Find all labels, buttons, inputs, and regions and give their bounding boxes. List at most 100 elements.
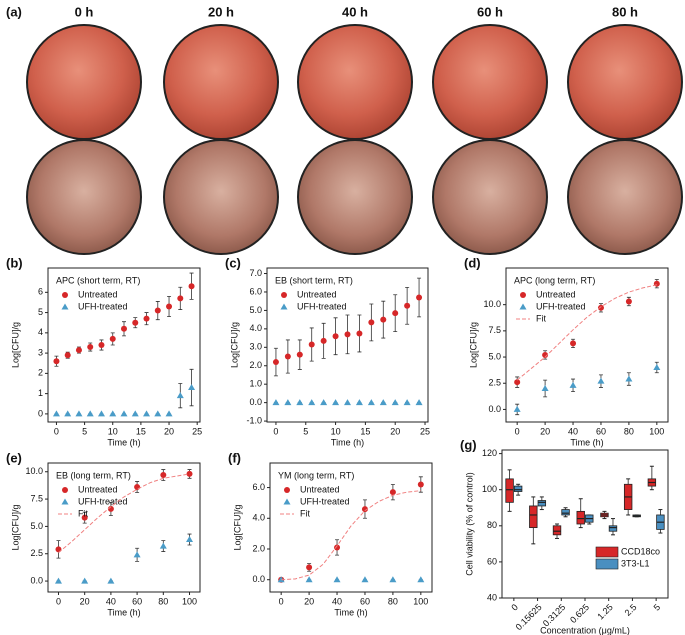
x-tick-label: 0.625 xyxy=(568,602,591,625)
y-tick-label: 10.0 xyxy=(25,466,43,476)
legend-swatch xyxy=(595,546,619,558)
marker xyxy=(361,576,369,583)
legend-label: CCD18co xyxy=(621,546,660,556)
marker xyxy=(380,316,387,323)
legend-label: Untreated xyxy=(78,289,118,299)
time-label: 80 h xyxy=(612,4,638,19)
marker xyxy=(308,341,315,348)
marker xyxy=(368,319,375,326)
marker xyxy=(272,399,280,406)
y-tick-label: 0 xyxy=(38,408,43,418)
marker xyxy=(296,399,304,406)
photo xyxy=(567,139,683,255)
x-tick-label: 0 xyxy=(54,426,59,436)
y-tick-label: 7.0 xyxy=(249,268,262,278)
legend-label: Fit xyxy=(536,313,546,323)
x-tick-label: 10 xyxy=(108,426,118,436)
box xyxy=(576,510,585,525)
marker xyxy=(143,410,151,417)
marker xyxy=(415,399,423,406)
y-tick-label: 7.5 xyxy=(488,325,501,335)
marker xyxy=(177,295,184,302)
photos xyxy=(26,24,683,255)
y-tick-label: 60 xyxy=(487,556,497,566)
box xyxy=(608,525,618,532)
x-tick-label: 80 xyxy=(388,596,398,606)
y-axis-label: Cell viability (% of control) xyxy=(464,472,474,576)
marker xyxy=(541,384,549,391)
y-tick-label: 5.0 xyxy=(249,305,262,315)
marker xyxy=(121,325,127,332)
panel-label: (d) xyxy=(464,255,481,270)
y-tick-label: -1.0 xyxy=(246,415,262,425)
y-tick-label: 0.0 xyxy=(488,404,501,414)
marker xyxy=(154,307,161,314)
x-tick-label: 0 xyxy=(515,426,520,436)
x-tick-label: 5 xyxy=(82,426,87,436)
legend-label: UFH-treated xyxy=(300,496,350,506)
marker xyxy=(332,399,340,406)
y-tick-label: 10.0 xyxy=(483,299,501,309)
marker xyxy=(81,514,88,521)
legend-marker xyxy=(281,292,287,298)
chart-title: APC (long term, RT) xyxy=(514,275,595,285)
panel-label: (a) xyxy=(6,4,22,19)
marker xyxy=(403,399,411,406)
x-tick-label: 0 xyxy=(273,426,278,436)
y-tick-label: 2.0 xyxy=(249,360,262,370)
marker xyxy=(344,331,351,338)
marker xyxy=(597,304,604,311)
marker xyxy=(653,364,661,371)
marker xyxy=(64,410,72,417)
photo xyxy=(297,24,413,140)
legend-label: 3T3-L1 xyxy=(621,558,650,568)
marker xyxy=(514,379,521,386)
y-tick-label: 3.0 xyxy=(249,342,262,352)
x-tick-label: 40 xyxy=(332,596,342,606)
chart-title: EB (long term, RT) xyxy=(56,470,131,480)
photo xyxy=(26,24,142,140)
marker xyxy=(416,294,423,301)
time-label: 0 h xyxy=(75,4,94,19)
box xyxy=(529,505,538,529)
legend-marker xyxy=(62,292,68,298)
x-tick-label: 0 xyxy=(509,602,520,613)
marker xyxy=(625,298,632,305)
time-label: 20 h xyxy=(208,4,234,19)
legend-label: Fit xyxy=(78,508,88,518)
marker xyxy=(54,577,62,584)
y-tick-label: 2.0 xyxy=(252,543,265,553)
plot-frame xyxy=(501,449,669,599)
fit-line xyxy=(516,284,657,381)
legend-label: UFH-treated xyxy=(297,301,347,311)
legend-marker xyxy=(519,303,527,310)
y-tick-label: 120 xyxy=(482,448,497,458)
plot-frame xyxy=(269,462,433,593)
marker xyxy=(367,399,375,406)
y-axis-label: Log[CFU]/g xyxy=(10,504,20,550)
marker xyxy=(391,399,399,406)
y-tick-label: 0.0 xyxy=(252,574,265,584)
y-tick-label: 7.5 xyxy=(30,493,43,503)
marker xyxy=(355,399,363,406)
x-tick-label: 20 xyxy=(390,426,400,436)
marker xyxy=(98,342,105,348)
marker xyxy=(389,576,397,583)
y-tick-label: 5.0 xyxy=(488,351,501,361)
marker xyxy=(569,381,577,388)
marker xyxy=(296,351,303,358)
panel-label: (c) xyxy=(225,255,241,270)
marker xyxy=(597,377,605,384)
marker xyxy=(188,384,196,391)
legend-swatch xyxy=(595,558,619,570)
marker xyxy=(143,315,150,322)
y-tick-label: 100 xyxy=(482,484,497,494)
y-tick-label: 80 xyxy=(487,520,497,530)
marker xyxy=(570,340,577,347)
marker xyxy=(284,399,292,406)
panel-label: (g) xyxy=(460,437,477,452)
marker xyxy=(344,399,351,406)
marker xyxy=(81,577,89,584)
x-tick-label: 100 xyxy=(182,596,197,606)
x-tick-label: 20 xyxy=(80,596,90,606)
